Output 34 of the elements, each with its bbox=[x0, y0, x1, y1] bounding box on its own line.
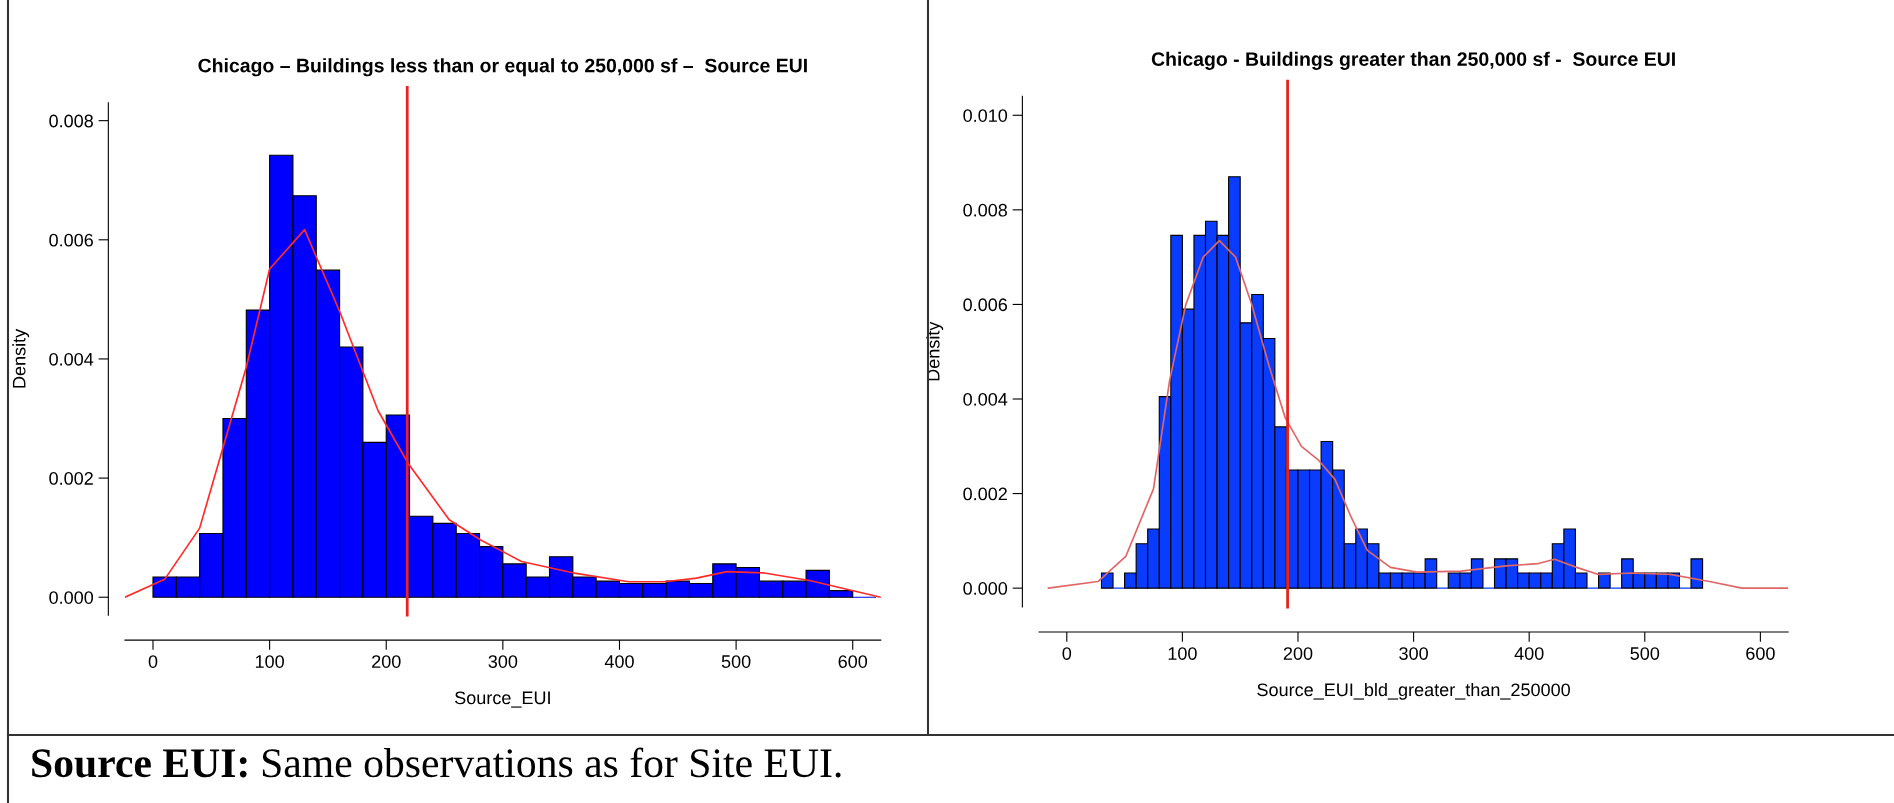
x-tick-label: 200 bbox=[1283, 647, 1313, 660]
y-tick-label: 0.002 bbox=[49, 472, 93, 485]
x-tick-label: 100 bbox=[255, 655, 284, 668]
x-tick-label: 0 bbox=[148, 655, 158, 668]
x-tick-label: 300 bbox=[488, 655, 518, 668]
x-tick-label: 100 bbox=[1168, 647, 1197, 660]
y-tick-label: 0.008 bbox=[963, 203, 1008, 217]
chart-title: Chicago – Buildings less than or equal to 250,000 sf – Source EUI bbox=[198, 58, 807, 77]
y-tick-label: 0.004 bbox=[963, 392, 1008, 406]
y-tick-label: 0.008 bbox=[49, 114, 93, 128]
x-tick-label: 200 bbox=[372, 655, 401, 668]
line-series bbox=[125, 228, 881, 599]
y-tick-label: 0.006 bbox=[49, 233, 93, 247]
x-tick-label: 600 bbox=[838, 655, 868, 668]
y-tick-label: 0.010 bbox=[963, 109, 1008, 122]
y-tick-label: 0.000 bbox=[49, 591, 94, 604]
chart-title: Chicago - Buildings greater than 250,000 sf - Source EUI bbox=[1151, 51, 1675, 70]
y-tick-label: 0.006 bbox=[963, 298, 1008, 312]
x-tick-label: 400 bbox=[1514, 647, 1544, 660]
x-tick-label: 0 bbox=[1062, 647, 1072, 660]
x-tick-label: 300 bbox=[1399, 647, 1428, 660]
y-tick-label: 0.004 bbox=[49, 352, 94, 366]
y-tick-label: 0.002 bbox=[963, 487, 1007, 501]
x-axis-title: Source_EUI bbox=[455, 691, 550, 708]
y-axis-title: Density bbox=[12, 328, 30, 388]
source-note: Source EUI: bbox=[32, 749, 247, 778]
x-tick-label: 600 bbox=[1746, 647, 1775, 660]
line-series bbox=[1047, 239, 1789, 589]
y-tick-label: 0.000 bbox=[963, 582, 1008, 595]
text: Same observations as for Site EUI. bbox=[262, 747, 841, 778]
x-tick-label: 500 bbox=[721, 655, 751, 668]
x-tick-label: 500 bbox=[1630, 647, 1660, 660]
x-axis-title: Source_EUI_bld_greater_than_250000 bbox=[1257, 682, 1570, 700]
x-tick-label: 400 bbox=[604, 655, 634, 668]
